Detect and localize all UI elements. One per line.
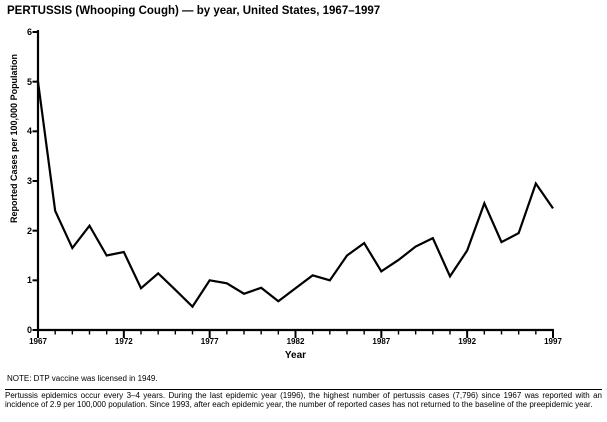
x-tick-label: 1987 [372, 337, 391, 346]
y-tick-label: 2 [26, 225, 32, 236]
y-tick-label: 0 [26, 325, 32, 335]
y-tick-label: 1 [26, 275, 32, 286]
y-tick-label: 5 [26, 76, 32, 87]
x-axis-label: Year [284, 350, 307, 361]
y-tick-label: 3 [26, 176, 32, 186]
x-tick-label: 1972 [114, 337, 133, 346]
pertussis-incidence-line [36, 81, 554, 309]
y-tick-label: 6 [26, 27, 32, 37]
x-tick-label: 1977 [200, 337, 219, 346]
divider-rule [5, 389, 602, 390]
y-tick-label: 4 [26, 126, 32, 137]
note-text: NOTE: DTP vaccine was licensed in 1949. [7, 374, 158, 383]
y-axis-label: Reported Cases per 100,000 Population [9, 53, 19, 223]
x-tick-label: 1997 [544, 337, 562, 346]
x-tick-label: 1992 [458, 337, 477, 346]
chart-title: PERTUSSIS (Whooping Cough) — by year, Un… [7, 5, 381, 17]
x-tick-label: 1967 [29, 337, 47, 346]
footnote-text: Pertussis epidemics occur every 3–4 year… [5, 391, 602, 409]
x-tick-label: 1982 [286, 337, 305, 346]
